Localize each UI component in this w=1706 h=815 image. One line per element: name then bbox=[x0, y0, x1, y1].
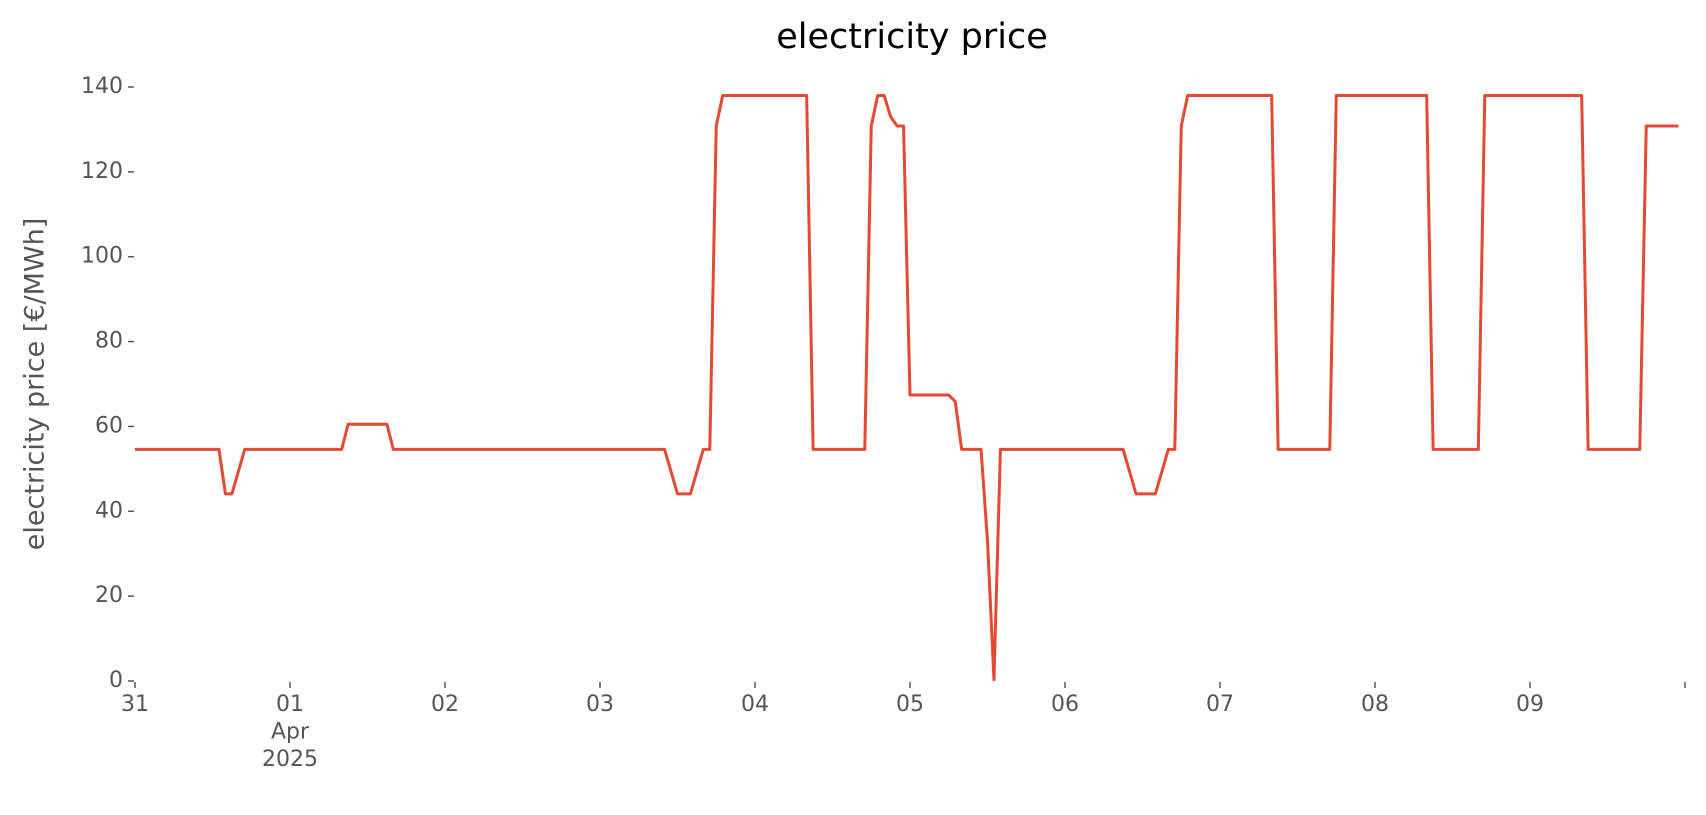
x-tick-label: 04 bbox=[741, 692, 769, 717]
x-tick-label: 09 bbox=[1516, 692, 1544, 717]
y-tick-label: 40 bbox=[95, 498, 123, 523]
y-tick-label: 120 bbox=[81, 159, 123, 184]
x-tick-label: 06 bbox=[1051, 692, 1079, 717]
y-axis-label: electricity price [€/MWh] bbox=[20, 218, 51, 550]
price-line bbox=[135, 93, 1679, 682]
y-tick-label: 0 bbox=[109, 668, 123, 693]
x-tick-label: 08 bbox=[1361, 692, 1389, 717]
x-tick-label: 07 bbox=[1206, 692, 1234, 717]
x-tick-label: 03 bbox=[586, 692, 614, 717]
x-tick-label: 01 Apr 2025 bbox=[262, 692, 318, 772]
y-tick-label: 60 bbox=[95, 413, 123, 438]
y-tick-label: 140 bbox=[81, 74, 123, 99]
y-tick-label: 100 bbox=[81, 244, 123, 269]
x-tick-label: 31 bbox=[121, 692, 149, 717]
x-tick-label: 05 bbox=[896, 692, 924, 717]
chart-title: electricity price bbox=[776, 17, 1048, 57]
y-tick-label: 80 bbox=[95, 329, 123, 354]
x-tick-label: 02 bbox=[431, 692, 459, 717]
y-tick-label: 20 bbox=[95, 583, 123, 608]
